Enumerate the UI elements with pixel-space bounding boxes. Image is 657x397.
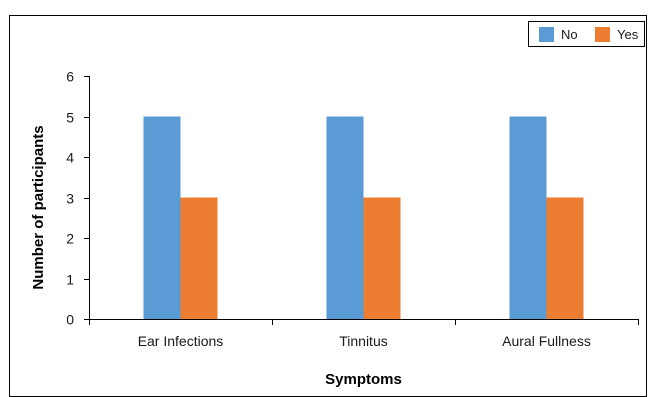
bars-group	[143, 116, 584, 319]
x-category-label: Aural Fullness	[502, 333, 591, 349]
x-axis-categories: Ear Infections Tinnitus Aural Fullness	[89, 319, 639, 349]
bar-yes-aural-fullness	[546, 197, 584, 319]
y-tick-label: 2	[66, 231, 74, 247]
legend-swatch-no	[539, 27, 554, 42]
y-tick-label: 0	[66, 312, 74, 328]
y-axis-title: Number of participants	[30, 125, 47, 289]
y-tick-label: 5	[66, 110, 74, 126]
x-category-label: Ear Infections	[138, 333, 224, 349]
x-axis-title: Symptoms	[325, 371, 402, 388]
x-category-label: Tinnitus	[339, 333, 388, 349]
bar-no-tinnitus	[326, 116, 364, 319]
legend: No Yes	[528, 21, 645, 47]
legend-swatch-yes	[595, 27, 610, 42]
bar-no-aural-fullness	[509, 116, 547, 319]
bar-no-ear-infections	[143, 116, 181, 319]
bar-yes-ear-infections	[180, 197, 218, 319]
y-tick-label: 3	[66, 191, 74, 207]
bar-yes-tinnitus	[363, 197, 401, 319]
legend-label-no: No	[561, 27, 578, 42]
y-tick-label: 4	[66, 150, 74, 166]
y-axis-ticks: 0 1 2 3 4 5 6	[66, 69, 89, 328]
y-tick-label: 6	[66, 69, 74, 85]
y-tick-label: 1	[66, 272, 74, 288]
legend-label-yes: Yes	[617, 27, 639, 42]
